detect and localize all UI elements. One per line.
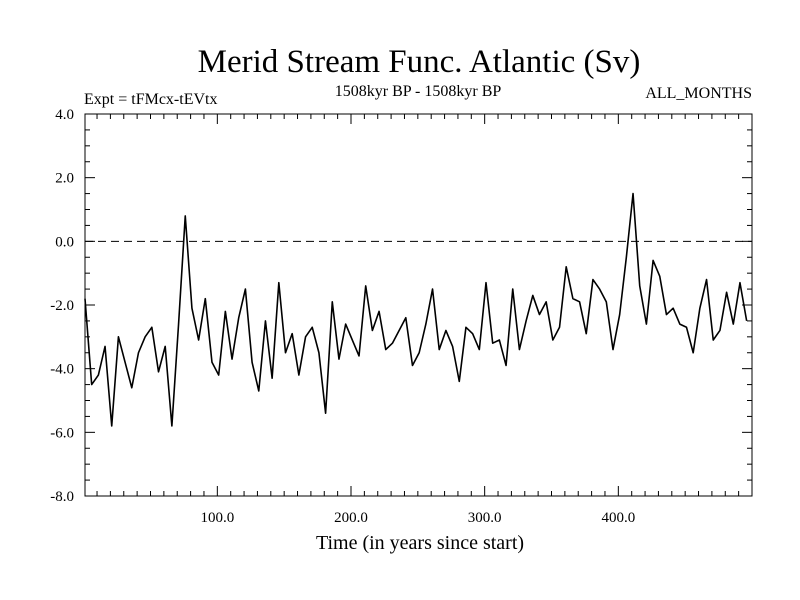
chart-title: Merid Stream Func. Atlantic (Sv) <box>198 44 641 80</box>
y-tick-label: -2.0 <box>50 298 74 314</box>
y-tick-label: -4.0 <box>50 362 74 378</box>
plot-frame <box>84 113 753 497</box>
y-tick-label: -6.0 <box>50 425 74 441</box>
y-tick-label: 2.0 <box>55 171 74 187</box>
x-axis-ticks: 100.0 200.0 300.0 400.0 <box>96 114 740 526</box>
chart-subtitle-period: 1508kyr BP - 1508kyr BP <box>335 83 502 100</box>
chart-subtitle-experiment: Expt = tFMcx-tEVtx <box>84 91 217 108</box>
y-tick-label: 4.0 <box>55 107 74 123</box>
chart-subtitle-months: ALL_MONTHS <box>645 85 752 102</box>
x-tick-label: 300.0 <box>468 510 502 526</box>
series-line <box>84 192 748 427</box>
y-tick-label: 0.0 <box>55 234 74 250</box>
y-tick-label: -8.0 <box>50 489 74 505</box>
x-tick-label: 400.0 <box>601 510 635 526</box>
x-tick-label: 100.0 <box>200 510 234 526</box>
y-axis-ticks: 4.0 2.0 0.0 -2.0 -4.0 -6.0 -8.0 <box>50 107 752 505</box>
x-tick-label: 200.0 <box>334 510 368 526</box>
x-axis-label: Time (in years since start) <box>316 532 524 554</box>
